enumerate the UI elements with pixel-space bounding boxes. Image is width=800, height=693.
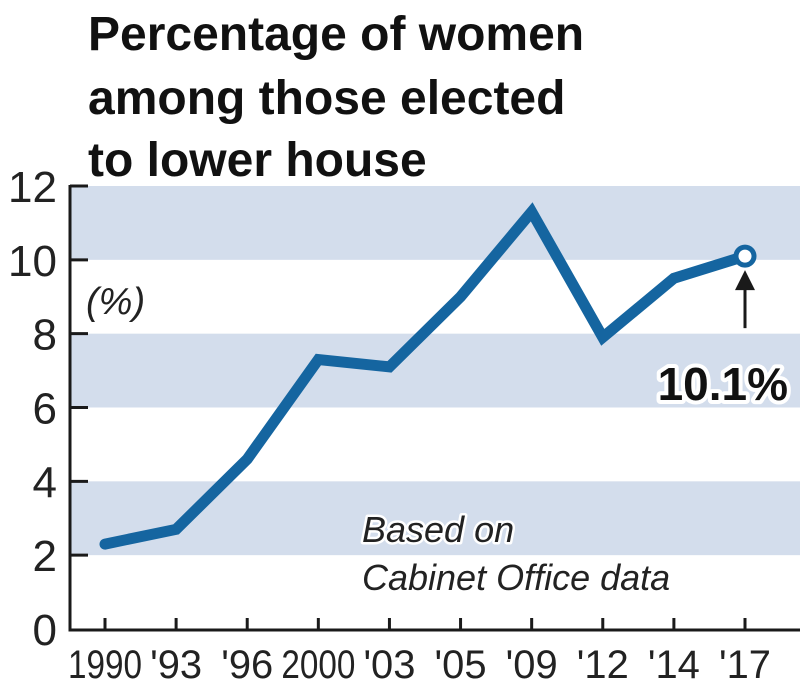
x-tick-label: '03 <box>363 643 415 687</box>
y-tick-label: 12 <box>8 163 57 212</box>
callout-arrow-head <box>735 270 755 291</box>
x-tick-label: '12 <box>577 643 629 687</box>
x-tick-label: '09 <box>506 643 558 687</box>
y-tick-label: 10 <box>8 237 57 286</box>
title-line-3: to lower house <box>88 134 427 187</box>
x-tick-label: '14 <box>648 643 700 687</box>
background-bands <box>71 186 800 556</box>
y-unit-label: (%) <box>86 281 145 323</box>
y-tick-label: 0 <box>33 606 57 655</box>
data-point-17 <box>733 244 757 268</box>
band-10-12 <box>71 186 800 260</box>
x-tick-label: '96 <box>221 643 273 687</box>
source-line-1: Based on <box>362 509 514 550</box>
chart-title: Percentage of women among those elected … <box>88 8 584 187</box>
x-tick-label: '05 <box>435 643 487 687</box>
source-line-2: Cabinet Office data <box>362 557 670 598</box>
title-line-1: Percentage of women <box>88 8 584 61</box>
y-tick-label: 8 <box>33 311 57 360</box>
callout: 10.1% <box>654 270 792 414</box>
y-tick-label: 2 <box>33 532 57 581</box>
series-line <box>99 202 751 550</box>
x-axis-ticks: 1990'93 '96 2000'03 '05 '09 '12 '14 '17 <box>68 618 771 687</box>
y-tick-label: 4 <box>33 458 57 507</box>
y-tick-label: 6 <box>33 385 57 434</box>
x-tick-label: 1990 <box>68 643 142 687</box>
x-tick-label: '17 <box>719 643 771 687</box>
series-women-elected <box>99 202 757 550</box>
band-6-8 <box>71 333 800 408</box>
title-line-2: among those elected <box>88 72 565 125</box>
y-axis-ticks: 0 2 4 6 8 10 12 <box>8 163 88 655</box>
source-note: Based on Cabinet Office data <box>360 507 673 601</box>
callout-label: 10.1% <box>658 358 788 410</box>
x-tick-label: 2000 <box>281 643 355 687</box>
x-tick-label: '93 <box>150 643 202 687</box>
